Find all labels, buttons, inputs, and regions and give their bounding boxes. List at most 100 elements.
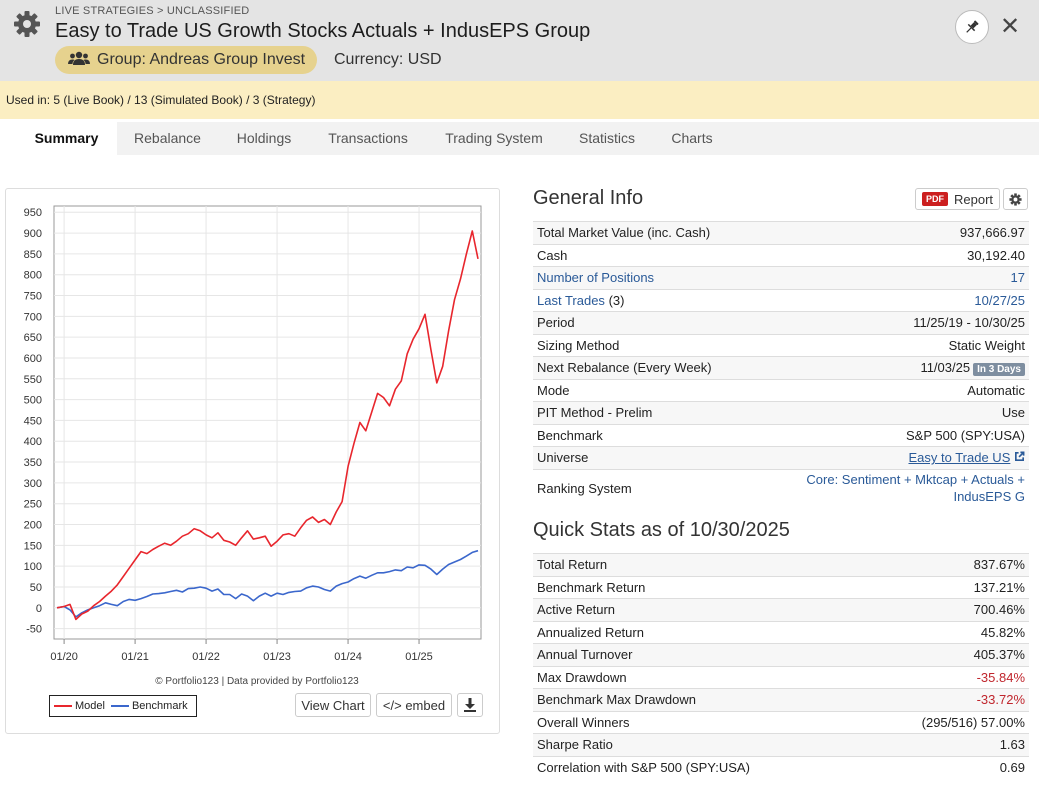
row-value: Static Weight	[754, 333, 1029, 357]
table-row: Active Return 700.46%	[533, 598, 1029, 621]
row-label: Total Market Value (inc. Cash)	[533, 221, 755, 244]
x-tick-label: 01/20	[50, 651, 78, 663]
last-trades-link[interactable]: Last Trades	[537, 292, 605, 308]
x-tick-label: 01/21	[121, 651, 149, 663]
y-tick-label: 850	[24, 249, 42, 261]
row-label: Benchmark Return	[533, 575, 863, 599]
y-tick-label: 200	[24, 520, 42, 532]
y-tick-label: 900	[24, 228, 42, 240]
group-badge[interactable]: Group: Andreas Group Invest	[55, 46, 317, 74]
row-label: Mode	[533, 378, 755, 402]
row-label: Next Rebalance (Every Week)	[533, 356, 755, 379]
y-tick-label: 800	[24, 270, 42, 282]
tab-rebalance[interactable]: Rebalance	[134, 130, 201, 146]
universe-link[interactable]: Easy to Trade US	[908, 450, 1011, 466]
next-rebalance-date: 11/03/25	[920, 360, 971, 376]
pdf-report-button[interactable]: PDF Report	[915, 188, 1000, 210]
y-tick-label: 150	[24, 540, 42, 552]
row-label: Overall Winners	[533, 710, 863, 734]
row-value: 30,192.40	[754, 243, 1029, 267]
y-tick-label: 100	[24, 561, 42, 573]
row-value: 405.37%	[862, 643, 1029, 666]
general-info-title: General Info	[533, 187, 644, 209]
y-tick-label: 50	[30, 582, 42, 594]
legend-label-benchmark[interactable]: Benchmark	[131, 700, 188, 712]
status-badge: In 3 Days	[973, 363, 1025, 377]
used-in-bar: Used in: 5 (Live Book) / 13 (Simulated B…	[0, 81, 1039, 119]
row-label: Benchmark Max Drawdown	[533, 688, 863, 711]
row-value: 937,666.97	[754, 221, 1029, 244]
table-row: Annualized Return 45.82%	[533, 620, 1029, 644]
row-value: -33.72%	[862, 688, 1029, 711]
general-info-table: Total Market Value (inc. Cash) 937,666.9…	[533, 221, 1029, 507]
y-tick-label: 250	[24, 499, 42, 511]
table-row: Total Return 837.67%	[533, 553, 1029, 576]
row-value: Easy to Trade US	[754, 446, 1029, 469]
x-tick-label: 01/22	[192, 651, 220, 663]
tab-summary[interactable]: Summary	[16, 122, 117, 155]
y-tick-label: 600	[24, 353, 42, 365]
page-title: Easy to Trade US Growth Stocks Actuals +…	[55, 20, 591, 42]
ranking-system-link[interactable]: Core: Sentiment + Mktcap + Actuals + Indu…	[754, 468, 1029, 507]
plot-area	[53, 205, 482, 640]
row-value: 11/25/19 - 10/30/25	[754, 311, 1029, 334]
row-label: Sharpe Ratio	[533, 733, 863, 756]
number-of-positions-link[interactable]: Number of Positions	[533, 266, 755, 289]
chart-credit: © Portfolio123 | Data provided by Portfo…	[155, 676, 359, 687]
performance-chart[interactable]: 9509008508007507006506005505004504003503…	[5, 188, 500, 693]
table-row: Number of Positions 17	[533, 266, 1029, 289]
series-line-model[interactable]	[56, 230, 479, 621]
y-tick-label: 950	[24, 207, 42, 219]
series-line-benchmark[interactable]	[56, 549, 479, 618]
tab-holdings[interactable]: Holdings	[236, 130, 292, 146]
row-label: Max Drawdown	[533, 665, 863, 689]
legend-label-model[interactable]: Model	[75, 700, 105, 712]
row-value: -35.84%	[862, 665, 1029, 689]
external-link-icon[interactable]	[1014, 450, 1025, 465]
tab-statistics[interactable]: Statistics	[578, 130, 635, 146]
row-label: Cash	[533, 243, 755, 267]
row-value: 1.63	[862, 733, 1029, 756]
table-row: Universe Easy to Trade US	[533, 446, 1029, 469]
group-label: Group: Andreas Group Invest	[97, 51, 306, 68]
tab-trading-system[interactable]: Trading System	[445, 130, 543, 146]
gear-icon[interactable]	[12, 9, 42, 39]
table-row: Last Trades (3) 10/27/25	[533, 288, 1029, 312]
ranking-system-line2[interactable]: IndusEPS G	[953, 489, 1025, 505]
close-icon[interactable]: ✕	[999, 13, 1021, 40]
table-row: Overall Winners (295/516) 57.00%	[533, 710, 1029, 734]
y-tick-label: -50	[26, 624, 42, 636]
view-chart-button[interactable]: View Chart	[295, 693, 371, 717]
x-tick-label: 01/23	[263, 651, 291, 663]
y-tick-label: 750	[24, 291, 42, 303]
header: LIVE STRATEGIES > UNCLASSIFIED Easy to T…	[0, 0, 1039, 81]
quick-stats-table: Total Return 837.67% Benchmark Return 137.…	[533, 553, 1029, 779]
pin-icon[interactable]	[955, 10, 989, 44]
tab-charts[interactable]: Charts	[671, 130, 713, 146]
tab-transactions[interactable]: Transactions	[328, 130, 408, 146]
row-value: 137.21%	[862, 575, 1029, 599]
currency-label: Currency: USD	[334, 51, 442, 68]
row-value: 11/03/25 In 3 Days	[754, 356, 1029, 379]
y-tick-label: 400	[24, 436, 42, 448]
quick-stats-title: Quick Stats as of 10/30/2025	[533, 519, 790, 541]
row-label: Active Return	[533, 598, 863, 621]
table-row: Total Market Value (inc. Cash) 937,666.9…	[533, 221, 1029, 244]
legend-swatch-benchmark	[110, 705, 129, 707]
settings-icon[interactable]	[1003, 188, 1028, 210]
table-row: Correlation with S&P 500 (SPY:USA) 0.69	[533, 755, 1029, 779]
table-row: Sharpe Ratio 1.63	[533, 733, 1029, 756]
report-label: Report	[954, 191, 994, 207]
row-value[interactable]: 10/27/25	[754, 288, 1029, 312]
row-label: Sizing Method	[533, 333, 755, 357]
ranking-system-line1[interactable]: Core: Sentiment + Mktcap + Actuals +	[806, 472, 1025, 488]
breadcrumb[interactable]: LIVE STRATEGIES > UNCLASSIFIED	[55, 5, 250, 17]
last-trades-cell: Last Trades (3)	[533, 288, 755, 312]
row-value[interactable]: 17	[754, 266, 1029, 289]
row-label: Period	[533, 311, 755, 334]
download-icon[interactable]	[457, 693, 483, 717]
table-row: Benchmark Max Drawdown -33.72%	[533, 688, 1029, 711]
embed-button[interactable]: </> embed	[376, 693, 452, 717]
table-row: Max Drawdown -35.84%	[533, 665, 1029, 689]
row-label: Total Return	[533, 553, 863, 576]
